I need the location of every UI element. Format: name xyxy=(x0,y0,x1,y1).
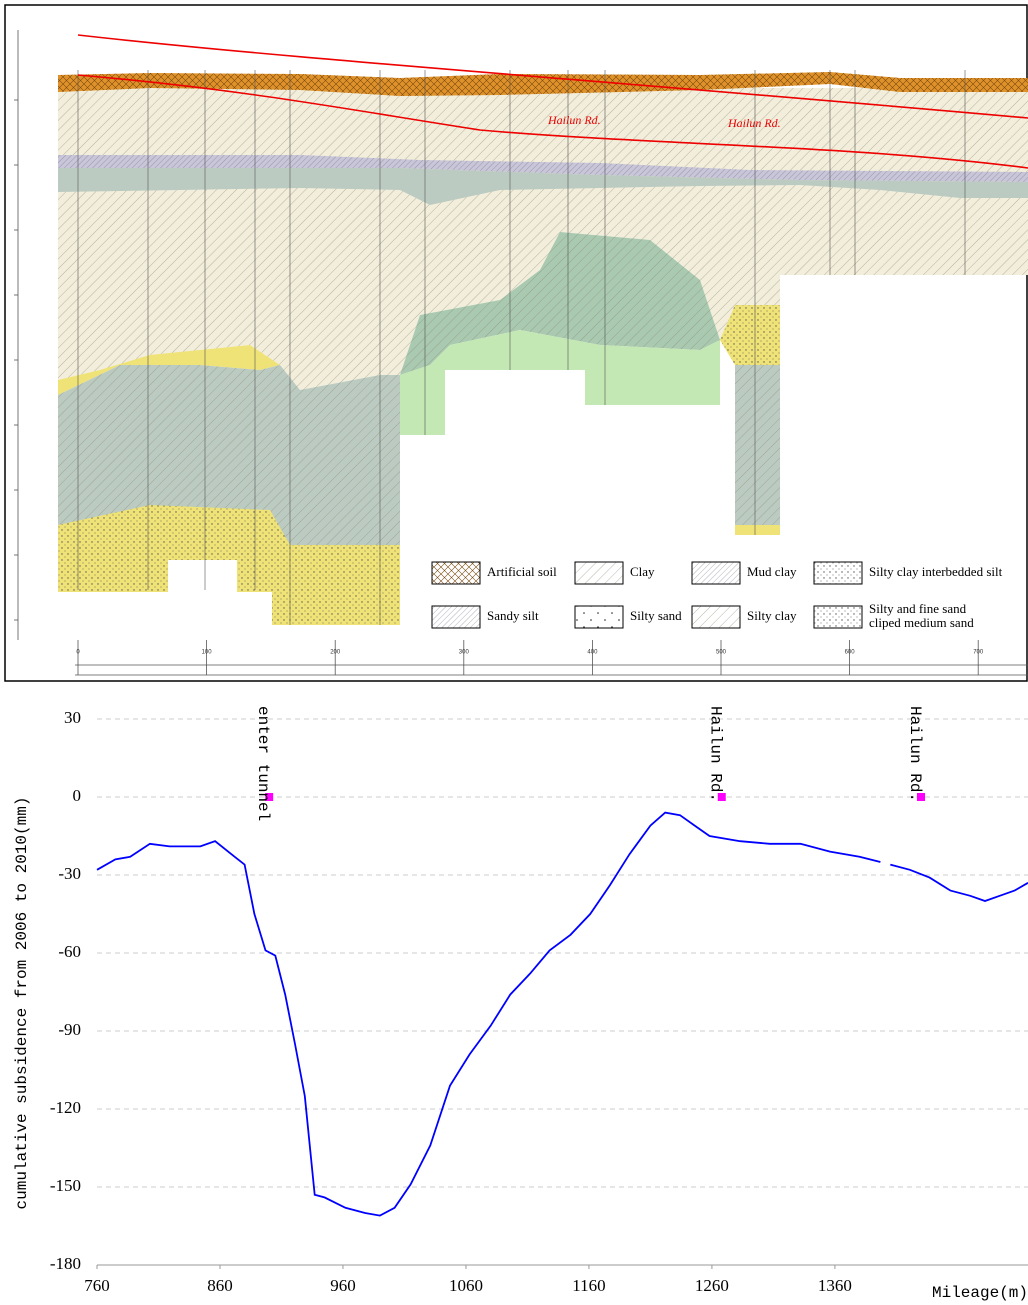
y-tick-label: -150 xyxy=(50,1176,81,1195)
subsidence-line xyxy=(96,811,1028,1217)
road-label: Hailun Rd. xyxy=(727,116,781,130)
scale-tick-label: 500 xyxy=(716,650,727,656)
scale-tick-label: 400 xyxy=(587,650,598,656)
x-tick-label: 1060 xyxy=(449,1276,483,1295)
y-tick-label: -30 xyxy=(58,864,81,883)
mileage-scale xyxy=(75,664,1028,676)
x-tick-label: 1360 xyxy=(818,1276,852,1295)
legend-label: Silty sand xyxy=(630,608,682,623)
y-tick-label: 30 xyxy=(64,708,81,727)
strata xyxy=(58,72,1028,625)
x-tick-label: 760 xyxy=(84,1276,110,1295)
y-tick-label: -90 xyxy=(58,1020,81,1039)
x-tick-label: 1160 xyxy=(572,1276,605,1295)
x-tick-label: 1260 xyxy=(695,1276,729,1295)
legend xyxy=(431,561,863,629)
depth-axis xyxy=(14,30,19,640)
marker-label: Hailun Rd. xyxy=(707,706,725,802)
y-axis-title: cumulative subsidence from 2006 to 2010(… xyxy=(13,797,31,1210)
legend-label: Artificial soil xyxy=(487,564,557,579)
legend-label: Silty clay interbedded silt xyxy=(869,564,1003,579)
y-tick-label: -60 xyxy=(58,942,81,961)
legend-label: Mud clay xyxy=(747,564,797,579)
scale-tick-label: 200 xyxy=(330,650,341,656)
y-tick-label: -120 xyxy=(50,1098,81,1117)
scale-tick-label: 700 xyxy=(973,650,984,656)
legend-label: cliped medium sand xyxy=(869,615,974,630)
scale-tick-label: 0 xyxy=(76,650,80,656)
scale-tick-label: 600 xyxy=(845,650,856,656)
legend-label: Silty clay xyxy=(747,608,797,623)
scale-tick-label: 100 xyxy=(202,650,213,656)
x-axis-title: Mileage(m) xyxy=(932,1284,1028,1302)
marker-label: Hailun Rd. xyxy=(906,706,924,802)
boreholes xyxy=(77,70,966,625)
legend-label: Clay xyxy=(630,564,655,579)
marker xyxy=(717,793,726,801)
road-label: Hailun Rd. xyxy=(547,113,601,127)
tunnel-lines xyxy=(77,34,1028,169)
marker-label: enter tunnel xyxy=(254,706,272,821)
chart: cumulative subsidence from 2006 to 2010(… xyxy=(13,706,1028,1302)
scale-tick-label: 300 xyxy=(459,650,470,656)
y-tick-label: -180 xyxy=(50,1254,81,1273)
legend-label: Silty and fine sand xyxy=(869,601,967,616)
geological-section: Hailun Rd. Hailun Rd. Artificial soil Cla… xyxy=(4,4,1028,682)
x-tick-label: 960 xyxy=(330,1276,356,1295)
y-tick-label: 0 xyxy=(73,786,82,805)
marker xyxy=(917,793,926,801)
marker xyxy=(265,793,274,801)
legend-label: Sandy silt xyxy=(487,608,539,623)
x-tick-label: 860 xyxy=(207,1276,233,1295)
